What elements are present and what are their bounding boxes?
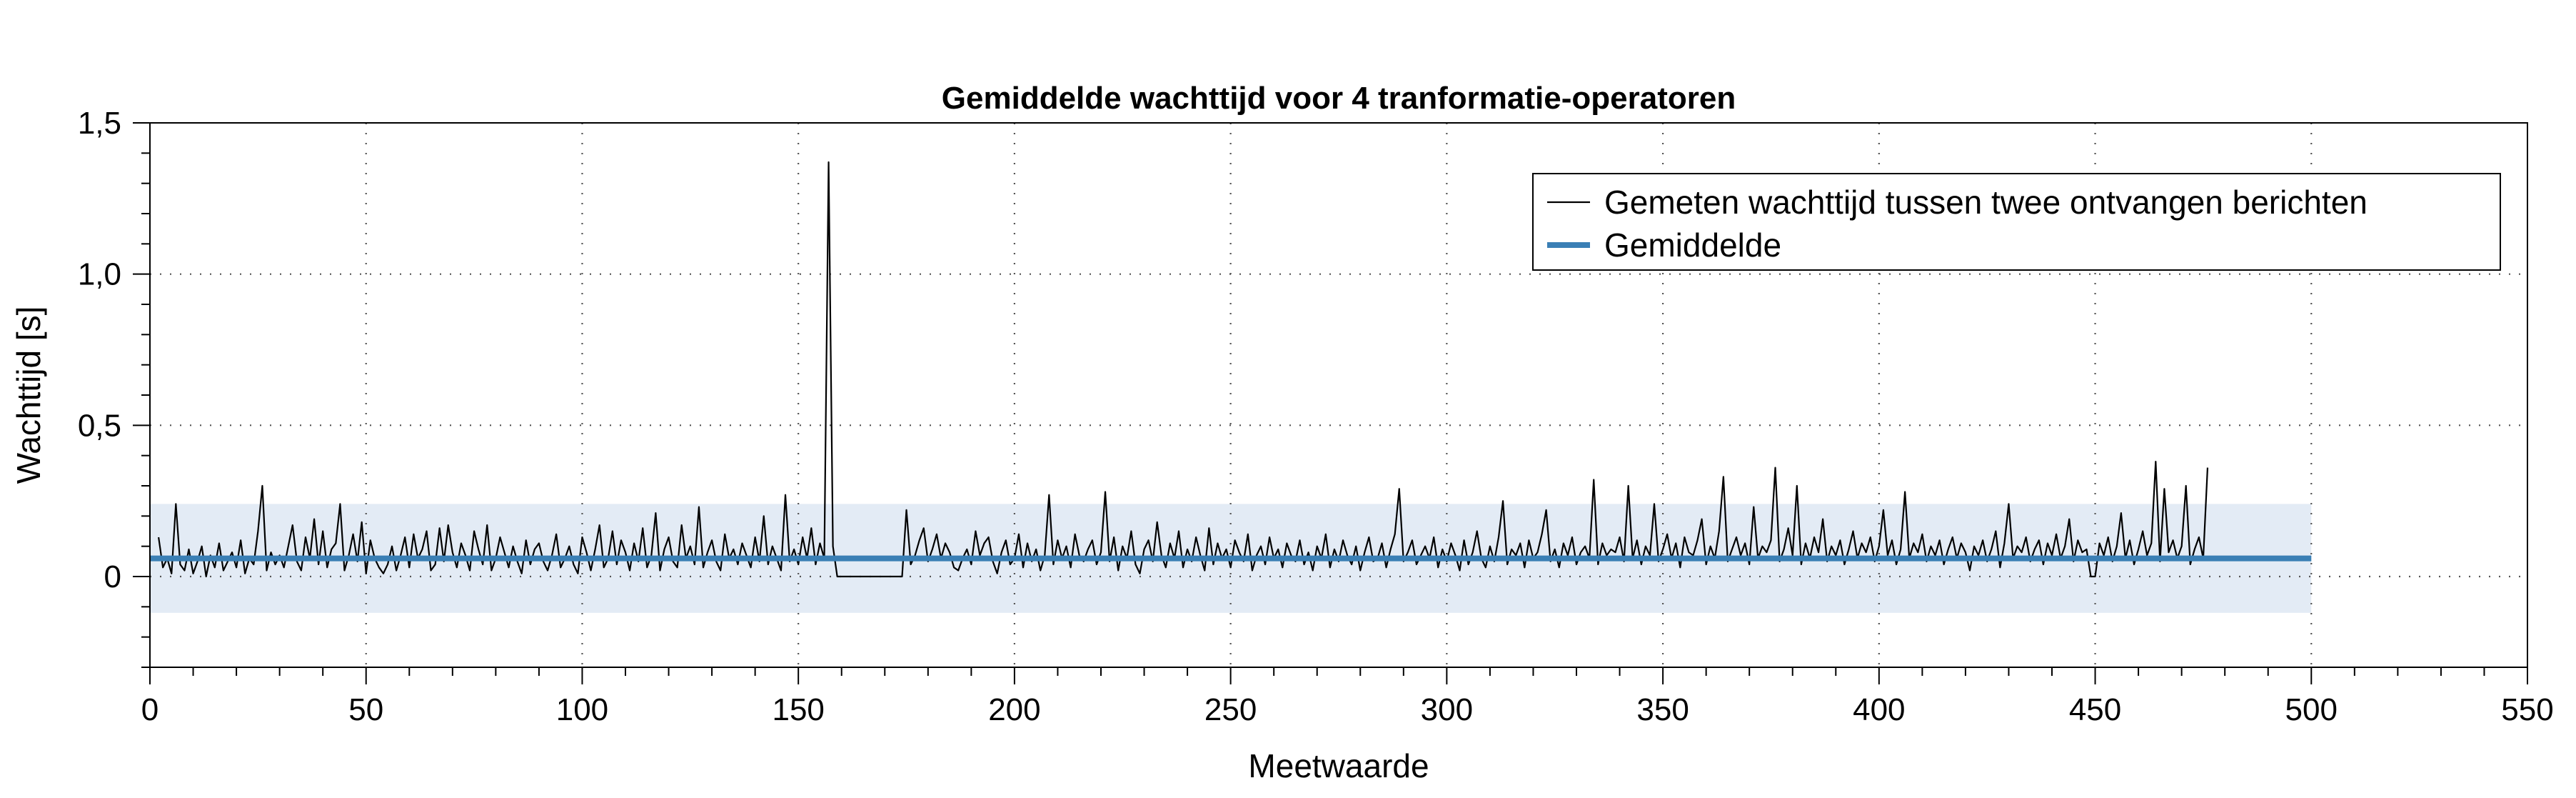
y-tick-label: 1,5 <box>78 106 121 141</box>
x-tick-label: 450 <box>2069 692 2121 727</box>
x-tick-label: 300 <box>1421 692 1473 727</box>
x-tick-label: 200 <box>988 692 1040 727</box>
x-tick-label: 50 <box>348 692 383 727</box>
chart-title: Gemiddelde wachttijd voor 4 tranformatie… <box>942 81 1736 116</box>
x-tick-label: 250 <box>1204 692 1257 727</box>
x-tick-label: 150 <box>772 692 824 727</box>
legend-label-measured: Gemeten wachttijd tussen twee ontvangen … <box>1604 184 2368 221</box>
legend-box <box>1532 173 2501 271</box>
x-tick-label: 100 <box>556 692 608 727</box>
x-tick-label: 400 <box>1853 692 1905 727</box>
x-tick-label: 350 <box>1636 692 1689 727</box>
legend-label-mean: Gemiddelde <box>1604 226 1781 264</box>
y-axis-label: Wachttijd [s] <box>10 306 47 484</box>
x-tick-label: 0 <box>141 692 159 727</box>
y-tick-label: 0,5 <box>78 408 121 443</box>
x-axis-label: Meetwaarde <box>1248 747 1429 784</box>
x-tick-label: 550 <box>2501 692 2553 727</box>
y-tick-label: 0 <box>104 559 121 594</box>
x-tick-label: 500 <box>2285 692 2338 727</box>
series-line-measured <box>158 161 2209 578</box>
y-tick-label: 1,0 <box>78 257 121 292</box>
